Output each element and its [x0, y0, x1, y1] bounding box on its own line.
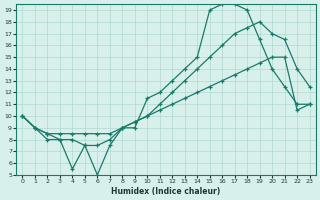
X-axis label: Humidex (Indice chaleur): Humidex (Indice chaleur): [111, 187, 221, 196]
